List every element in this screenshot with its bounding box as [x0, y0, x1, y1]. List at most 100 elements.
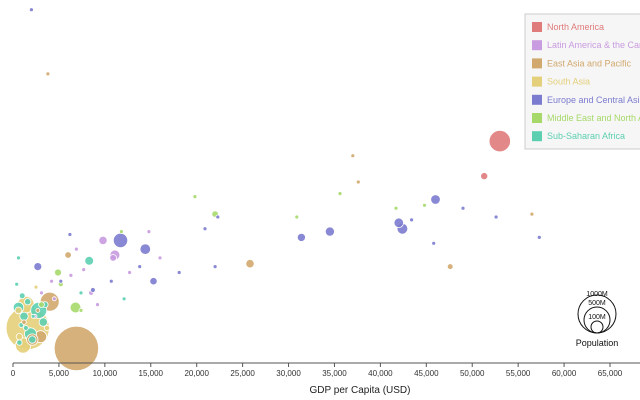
size-legend-label-medium: 500M — [588, 300, 606, 307]
bubble-europe-and-central-asia[interactable] — [431, 240, 437, 246]
bubble-europe-and-central-asia[interactable] — [33, 262, 43, 272]
bubble-east-asia-and-pacific[interactable] — [446, 263, 454, 270]
bubble-sub-saharan-africa[interactable] — [121, 296, 127, 302]
bubble-south-asia[interactable] — [15, 333, 23, 341]
bubble-europe-and-central-asia[interactable] — [430, 194, 441, 205]
bubble-europe-and-central-asia[interactable] — [58, 278, 64, 284]
bubble-sub-saharan-africa[interactable] — [22, 325, 29, 331]
legend-swatch-north-america — [532, 22, 542, 32]
bubble-europe-and-central-asia[interactable] — [176, 270, 182, 275]
x-tick-label: 40,000 — [368, 369, 393, 378]
bubble-middle-east-and-north-africa[interactable] — [54, 268, 62, 277]
bubble-middle-east-and-north-africa[interactable] — [422, 202, 427, 208]
bubble-europe-and-central-asia[interactable] — [108, 278, 114, 284]
size-legend: 1000M 500M 100M Population — [576, 291, 619, 348]
x-tick-label: 25,000 — [230, 369, 255, 378]
x-tick-label: 30,000 — [276, 369, 301, 378]
bubble-sub-saharan-africa[interactable] — [30, 313, 36, 319]
bubble-middle-east-and-north-africa[interactable] — [192, 194, 198, 200]
bubble-east-asia-and-pacific[interactable] — [64, 251, 72, 259]
x-tick-label: 50,000 — [460, 369, 485, 378]
bubble-europe-and-central-asia[interactable] — [296, 232, 306, 242]
bubble-middle-east-and-north-africa[interactable] — [393, 205, 399, 211]
bubble-latin-america-the-caribbean[interactable] — [68, 272, 74, 278]
bubble-east-asia-and-pacific[interactable] — [355, 179, 361, 185]
bubble-europe-and-central-asia[interactable] — [212, 264, 218, 270]
bubble-north-america[interactable] — [480, 172, 489, 181]
legend-label-latin-america-the-caribbean: Latin America & the Caribbean — [547, 40, 640, 50]
legend-label-sub-saharan-africa: Sub-Saharan Africa — [547, 131, 625, 141]
bubble-sub-saharan-africa[interactable] — [84, 255, 94, 266]
x-tick-label: 15,000 — [139, 369, 164, 378]
bubble-east-asia-and-pacific[interactable] — [45, 71, 51, 77]
bubble-latin-america-the-caribbean[interactable] — [127, 270, 133, 275]
bubble-sub-saharan-africa[interactable] — [38, 317, 48, 327]
x-axis-title: GDP per Capita (USD) — [310, 385, 411, 396]
bubble-north-america[interactable] — [488, 130, 511, 153]
bubble-europe-and-central-asia[interactable] — [149, 277, 158, 286]
x-tick-label: 55,000 — [506, 369, 531, 378]
size-legend-label-small: 100M — [588, 314, 606, 321]
legend-swatch-middle-east-and-north-africa — [532, 113, 542, 123]
legend-swatch-europe-and-central-asia — [532, 94, 542, 105]
x-axis: 0 5,000 10,000 15,000 20,000 25,000 30,000 35,0… — [11, 362, 640, 378]
bubble-sub-saharan-africa[interactable] — [19, 311, 29, 321]
bubble-europe-and-central-asia[interactable] — [139, 243, 152, 255]
x-tick-label: 45,000 — [414, 369, 439, 378]
bubble-layer — [5, 7, 542, 371]
bubble-middle-east-and-north-africa[interactable] — [294, 214, 300, 220]
bubble-sub-saharan-africa[interactable] — [24, 298, 32, 306]
bubble-middle-east-and-north-africa[interactable] — [337, 191, 343, 197]
bubble-latin-america-the-caribbean[interactable] — [95, 302, 100, 308]
bubble-sub-saharan-africa[interactable] — [18, 292, 26, 300]
bubble-south-asia[interactable] — [33, 284, 39, 290]
bubble-middle-east-and-north-africa[interactable] — [119, 229, 124, 235]
bubble-south-asia[interactable] — [14, 306, 23, 315]
bubble-east-asia-and-pacific[interactable] — [245, 259, 255, 269]
bubble-latin-america-the-caribbean[interactable] — [51, 296, 57, 302]
bubble-sub-saharan-africa[interactable] — [78, 290, 84, 296]
bubble-europe-and-central-asia[interactable] — [28, 7, 34, 13]
bubble-middle-east-and-north-africa[interactable] — [69, 301, 82, 314]
bubble-europe-and-central-asia[interactable] — [409, 217, 415, 223]
bubble-east-asia-and-pacific[interactable] — [35, 307, 41, 313]
legend-swatch-south-asia — [532, 76, 542, 87]
size-legend-label-large: 1000M — [586, 291, 608, 298]
x-tick-label: 0 — [11, 369, 16, 378]
bubble-latin-america-the-caribbean[interactable] — [81, 267, 87, 273]
x-tick-label: 35,000 — [322, 369, 347, 378]
bubble-europe-and-central-asia[interactable] — [112, 232, 129, 248]
bubble-latin-america-the-caribbean[interactable] — [49, 278, 54, 284]
x-tick-label: 65,000 — [598, 369, 623, 378]
bubble-south-asia[interactable] — [43, 324, 51, 332]
x-tick-label: 60,000 — [552, 369, 577, 378]
x-tick-label: 5,000 — [49, 369, 70, 378]
bubble-europe-and-central-asia[interactable] — [90, 287, 96, 293]
bubble-sub-saharan-africa[interactable] — [14, 281, 20, 287]
bubble-latin-america-the-caribbean[interactable] — [74, 246, 79, 252]
bubble-europe-and-central-asia[interactable] — [460, 205, 466, 211]
bubble-europe-and-central-asia[interactable] — [536, 234, 542, 240]
bubble-latin-america-the-caribbean[interactable] — [146, 229, 152, 235]
bubble-europe-and-central-asia[interactable] — [67, 232, 73, 237]
bubble-sub-saharan-africa[interactable] — [16, 339, 23, 346]
bubble-europe-and-central-asia[interactable] — [393, 217, 405, 229]
bubble-europe-and-central-asia[interactable] — [202, 226, 208, 232]
bubble-sub-saharan-africa[interactable] — [28, 335, 37, 344]
bubble-europe-and-central-asia[interactable] — [215, 214, 221, 220]
bubble-europe-and-central-asia[interactable] — [137, 264, 143, 270]
bubble-sub-saharan-africa[interactable] — [16, 255, 21, 261]
bubble-middle-east-and-north-africa[interactable] — [38, 301, 45, 308]
bubble-east-asia-and-pacific[interactable] — [21, 319, 27, 325]
bubble-latin-america-the-caribbean[interactable] — [109, 254, 117, 262]
bubble-europe-and-central-asia[interactable] — [493, 214, 499, 220]
bubble-latin-america-the-caribbean[interactable] — [98, 235, 108, 245]
bubble-east-asia-and-pacific[interactable] — [529, 211, 535, 217]
legend-swatch-east-asia-and-pacific — [532, 58, 542, 69]
bubble-europe-and-central-asia[interactable] — [324, 226, 335, 237]
bubble-latin-america-the-caribbean[interactable] — [157, 255, 163, 261]
bubble-middle-east-and-north-africa[interactable] — [78, 307, 84, 313]
bubble-latin-america-the-caribbean[interactable] — [39, 290, 44, 296]
bubble-east-asia-and-pacific[interactable] — [53, 325, 100, 371]
bubble-east-asia-and-pacific[interactable] — [350, 153, 356, 159]
